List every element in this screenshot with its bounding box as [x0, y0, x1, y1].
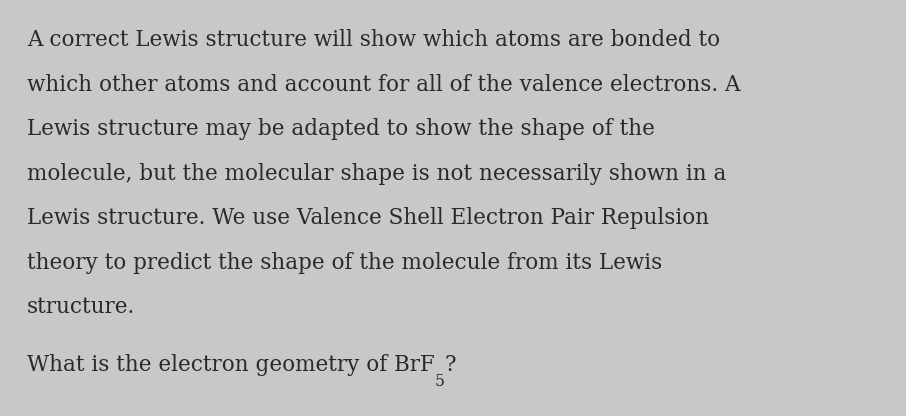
Text: What is the electron geometry of BrF: What is the electron geometry of BrF — [27, 354, 435, 376]
Text: Lewis structure may be adapted to show the shape of the: Lewis structure may be adapted to show t… — [27, 118, 655, 140]
Text: molecule, but the molecular shape is not necessarily shown in a: molecule, but the molecular shape is not… — [27, 163, 727, 185]
Text: ?: ? — [445, 354, 457, 376]
Text: Lewis structure. We use Valence Shell Electron Pair Repulsion: Lewis structure. We use Valence Shell El… — [27, 207, 709, 229]
Text: which other atoms and account for all of the valence electrons. A: which other atoms and account for all of… — [27, 74, 741, 96]
Text: 5: 5 — [435, 373, 445, 390]
Text: structure.: structure. — [27, 296, 135, 318]
Text: A correct Lewis structure will show which atoms are bonded to: A correct Lewis structure will show whic… — [27, 29, 720, 51]
Text: theory to predict the shape of the molecule from its Lewis: theory to predict the shape of the molec… — [27, 252, 662, 274]
